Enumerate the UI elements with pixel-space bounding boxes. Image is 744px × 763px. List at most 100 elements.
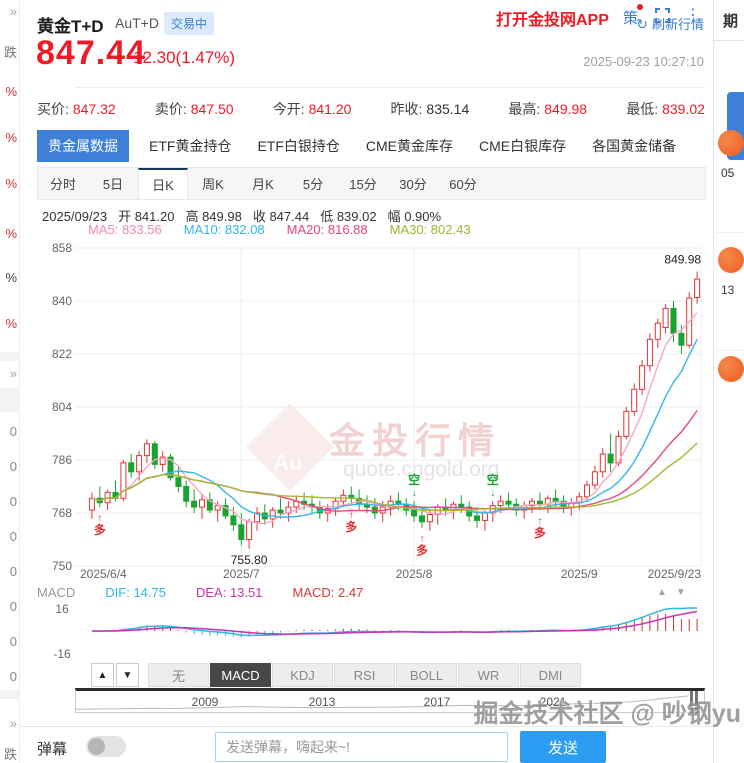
data-tab-贵金属数据[interactable]: 贵金属数据 [37, 130, 129, 162]
quote-value: 835.14 [426, 101, 470, 117]
indicator-tab-MACD[interactable]: MACD [210, 663, 271, 687]
quote-timestamp: 2025-09-23 10:27:10 [583, 54, 704, 69]
period-tab-月K[interactable]: 月K [252, 177, 274, 192]
svg-text:2025/9: 2025/9 [561, 567, 598, 581]
instrument-title: 黄金T+D [37, 17, 104, 36]
quote-item: 最低: 839.02 [626, 99, 705, 119]
range-scrubber[interactable]: 2009 2013 2017 2021 [75, 688, 705, 713]
period-tab-日K[interactable]: 日K [138, 168, 188, 199]
macd-collapse-arrows[interactable]: ▲▼ [657, 587, 695, 598]
svg-text:↑: ↑ [97, 513, 102, 524]
news-time-fragment: 13 [721, 283, 735, 297]
open-app-link[interactable]: 打开金投网APP [496, 12, 609, 29]
fullscreen-icon[interactable] [655, 8, 670, 23]
period-tab-周K[interactable]: 周K [202, 177, 224, 192]
svg-text:2013: 2013 [309, 695, 336, 709]
left-strip-fragment: » [9, 366, 17, 381]
last-price: 847.44 [36, 34, 146, 72]
svg-text:2025/7: 2025/7 [223, 567, 260, 581]
svg-text:↑: ↑ [537, 516, 542, 527]
left-strip-fragment: 0 [9, 634, 17, 649]
ma-values-row: MA5: 833.56 MA10: 832.08 MA20: 816.88 MA30:… [88, 222, 493, 237]
divider [714, 40, 744, 41]
news-avatar-icon [718, 356, 744, 382]
divider [716, 350, 744, 351]
indicator-tab-无[interactable]: 无 [148, 663, 209, 687]
news-avatar-icon [718, 247, 744, 273]
svg-text:2017: 2017 [424, 695, 451, 709]
left-strip-fragment: 0 [9, 669, 17, 684]
period-tab-5日[interactable]: 5日 [102, 177, 124, 192]
toggle-knob [88, 738, 105, 755]
svg-text:多: 多 [345, 519, 357, 534]
svg-text:822: 822 [52, 347, 72, 361]
left-strip-fragment: 跌 [3, 45, 17, 60]
svg-text:↑: ↑ [349, 510, 354, 521]
tab-futures[interactable]: 期 [723, 13, 739, 30]
quote-value: 849.98 [544, 101, 588, 117]
scrubber-handle[interactable] [690, 691, 693, 713]
danmu-label: 弹幕 [37, 741, 68, 758]
macd-chart[interactable]: 16 -16 [33, 600, 712, 667]
data-tab-各国黄金储备[interactable]: 各国黄金储备 [592, 138, 677, 154]
svg-text:多: 多 [416, 543, 428, 558]
scrubber-svg: 2009 2013 2017 2021 [76, 691, 698, 713]
svg-text:2025/8: 2025/8 [396, 567, 433, 581]
data-tab-CME黄金库存[interactable]: CME黄金库存 [365, 138, 454, 154]
danmu-input[interactable] [215, 732, 508, 762]
left-strip-fragment: 0 [9, 529, 17, 544]
quote-value: 841.20 [308, 101, 352, 117]
ma-value: MA30: 802.43 [389, 222, 471, 237]
period-tab-5分[interactable]: 5分 [302, 177, 324, 192]
strategy-label: 策 [623, 10, 639, 27]
indicator-tab-BOLL[interactable]: BOLL [396, 663, 457, 687]
kline-info-part: 高 849.98 [185, 209, 242, 224]
period-tab-30分[interactable]: 30分 [399, 177, 427, 192]
danmu-toggle[interactable] [86, 736, 126, 757]
left-strip-fragment: % [5, 316, 17, 331]
left-strip-fragment: 0 [9, 494, 17, 509]
left-strip-fragment: 0 [9, 599, 17, 614]
indicator-up-arrow[interactable]: ▲ [91, 663, 114, 687]
quote-label: 卖价: [154, 101, 187, 117]
kline-info-part: 幅 0.90% [387, 209, 442, 224]
data-tab-ETF白银持仓[interactable]: ETF白银持仓 [257, 138, 340, 154]
indicator-down-arrow[interactable]: ▼ [116, 663, 139, 687]
candlestick-chart[interactable]: 858 840 822 804 786 768 750 ↑ 多 ↑ 多空 ↓ ↑ 多空 ↓ ↑ 多 849.98 7… [33, 240, 712, 589]
left-strip-fragment: 0 [9, 424, 17, 439]
instrument-code: AuT+D [115, 15, 159, 31]
quote-item: 最高: 849.98 [508, 99, 587, 119]
period-tab-15分[interactable]: 15分 [349, 177, 377, 192]
left-strip-fragment: » [9, 716, 17, 731]
indicator-tab-DMI[interactable]: DMI [520, 663, 581, 687]
trading-status-badge: 交易中 [164, 12, 215, 35]
more-menu-icon[interactable]: ⋮ [685, 7, 701, 24]
period-tab-分时[interactable]: 分时 [49, 177, 76, 192]
refresh-quotes-button[interactable]: ↻ 刷新行情 [636, 14, 704, 33]
svg-text:786: 786 [52, 453, 72, 467]
community-credit-watermark: 掘金技术社区 @ 吵钢yu [473, 700, 741, 728]
kline-info-part: 收 847.44 [252, 209, 310, 224]
data-tab-CME白银库存[interactable]: CME白银库存 [479, 138, 567, 154]
scrubber-handle[interactable] [695, 691, 698, 713]
danmu-bar: 弹幕 发送 [20, 726, 744, 763]
indicator-tab-WR[interactable]: WR [458, 663, 519, 687]
list-header-fragment [0, 388, 20, 412]
indicator-tab-KDJ[interactable]: KDJ [272, 663, 333, 687]
main-panel: 黄金T+D AuT+D 交易中 ↻ 刷新行情 847.44 12.30(1.47%… [33, 0, 712, 763]
indicator-tab-RSI[interactable]: RSI [334, 663, 395, 687]
send-danmu-button[interactable]: 发送 [520, 731, 606, 763]
macd-value: DIF: 14.75 [105, 585, 166, 600]
kline-info-part: 低 839.02 [320, 209, 377, 224]
left-strip-fragment: % [5, 226, 17, 241]
period-tab-60分[interactable]: 60分 [449, 177, 477, 192]
left-strip-fragment: % [5, 270, 17, 285]
ma-value: MA10: 832.08 [183, 222, 265, 237]
macd-value: MACD: 2.47 [292, 585, 364, 600]
data-tab-ETF黄金持仓[interactable]: ETF黄金持仓 [149, 138, 232, 154]
quote-value: 847.32 [72, 101, 116, 117]
left-sidebar-cutoff: » 跌%%%%%% » 0 0 0 0 0 0 0 0 » 跌 [0, 0, 20, 763]
svg-text:849.98: 849.98 [664, 253, 701, 267]
svg-text:16: 16 [55, 602, 69, 616]
strategy-button[interactable]: 策 [623, 4, 644, 28]
